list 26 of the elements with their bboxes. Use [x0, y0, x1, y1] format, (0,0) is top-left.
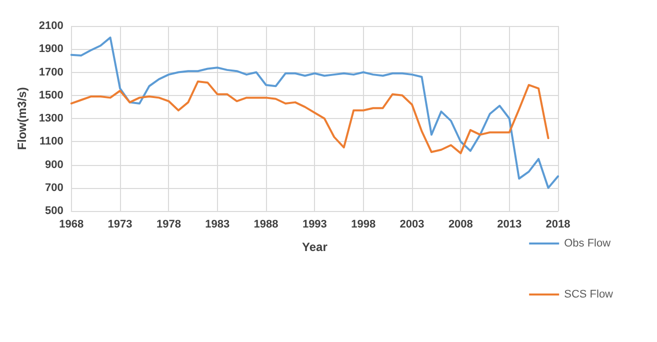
x-tick-label: 2018 [546, 218, 570, 230]
x-axis-title: Year [302, 240, 328, 254]
y-tick-label: 2100 [38, 20, 64, 32]
line-series [70, 80, 550, 154]
x-tick-label: 1968 [59, 218, 84, 230]
x-tick-label: 1993 [302, 218, 327, 230]
y-tick-label: 1500 [38, 89, 64, 102]
x-tick-label: 2013 [497, 218, 522, 230]
y-tick-label: 1300 [38, 112, 64, 124]
x-tick-label: 1983 [205, 218, 230, 230]
y-tick-label: 900 [45, 158, 64, 171]
line-series [70, 36, 559, 189]
x-tick-label: 2003 [400, 218, 424, 230]
y-axis-title: Flow(m3/s) [15, 87, 29, 150]
x-tick-label: 1988 [254, 218, 278, 230]
x-tick-label: 1998 [351, 218, 376, 230]
x-tick-label: 1978 [156, 218, 181, 230]
y-tick-label: 1700 [38, 66, 64, 78]
y-tick-label: 1100 [39, 136, 64, 148]
y-tick-label: 1900 [38, 43, 64, 56]
y-tick-label: 500 [45, 205, 64, 217]
legend-label: Obs Flow [564, 238, 611, 250]
legend-label: SCS Flow [564, 288, 614, 300]
x-tick-label: 2008 [448, 218, 473, 230]
y-tick-label: 700 [45, 182, 64, 194]
x-tick-label: 1973 [108, 218, 132, 230]
